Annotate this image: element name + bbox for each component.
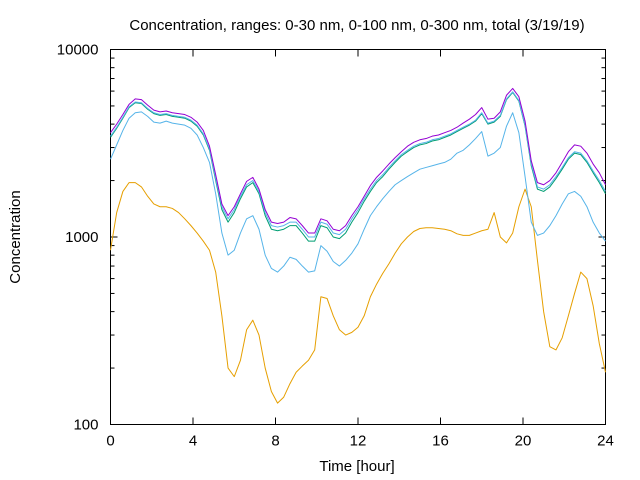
- tick-labels: 0 4 8 12 16 20 24 100 1000 10000: [57, 42, 614, 450]
- series-line-5: [110, 87, 606, 234]
- x-tick-label: 8: [271, 433, 279, 450]
- axis-ticks: [110, 49, 606, 425]
- x-tick-label: 0: [106, 433, 114, 450]
- x-tick-label: 24: [597, 433, 614, 450]
- series-group: [110, 87, 606, 404]
- x-tick-label: 12: [350, 433, 367, 450]
- y-tick-label: 100: [73, 417, 98, 434]
- y-tick-label: 10000: [57, 42, 99, 59]
- x-tick-label: 4: [189, 433, 197, 450]
- chart-title: Concentration, ranges: 0-30 nm, 0-100 nm…: [129, 17, 584, 34]
- y-axis-label: Concentration: [7, 190, 24, 283]
- x-tick-label: 16: [432, 433, 449, 450]
- y-tick-label: 1000: [65, 229, 98, 246]
- series-line-4: [110, 91, 606, 238]
- plot-area-frame: [110, 49, 606, 425]
- series-line-2: [110, 111, 606, 273]
- series-line-1: [110, 182, 606, 404]
- x-tick-label: 20: [515, 433, 532, 450]
- x-axis-label: Time [hour]: [319, 458, 394, 475]
